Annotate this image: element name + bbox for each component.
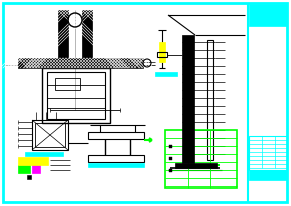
Bar <box>249 170 287 180</box>
Bar <box>32 165 40 173</box>
Bar <box>18 157 48 165</box>
Bar <box>18 165 30 173</box>
Bar <box>82 10 92 68</box>
Bar <box>155 72 177 76</box>
Bar <box>88 155 144 162</box>
Bar <box>207 40 213 160</box>
Bar <box>88 132 144 139</box>
Bar <box>157 52 167 57</box>
Bar <box>42 68 110 123</box>
Bar <box>58 10 68 68</box>
Bar <box>169 157 172 160</box>
Bar <box>175 163 217 168</box>
Bar <box>249 136 287 170</box>
Bar <box>55 78 80 90</box>
Bar <box>32 120 68 150</box>
Bar <box>25 152 63 156</box>
Bar <box>169 169 172 172</box>
Bar <box>47 72 105 119</box>
Bar <box>165 130 237 188</box>
Bar <box>27 175 31 179</box>
Bar <box>249 4 287 26</box>
Bar <box>35 123 65 147</box>
Bar <box>88 163 144 167</box>
Bar <box>159 42 165 62</box>
Bar <box>182 35 194 163</box>
Bar <box>169 145 172 148</box>
Bar <box>18 58 143 68</box>
